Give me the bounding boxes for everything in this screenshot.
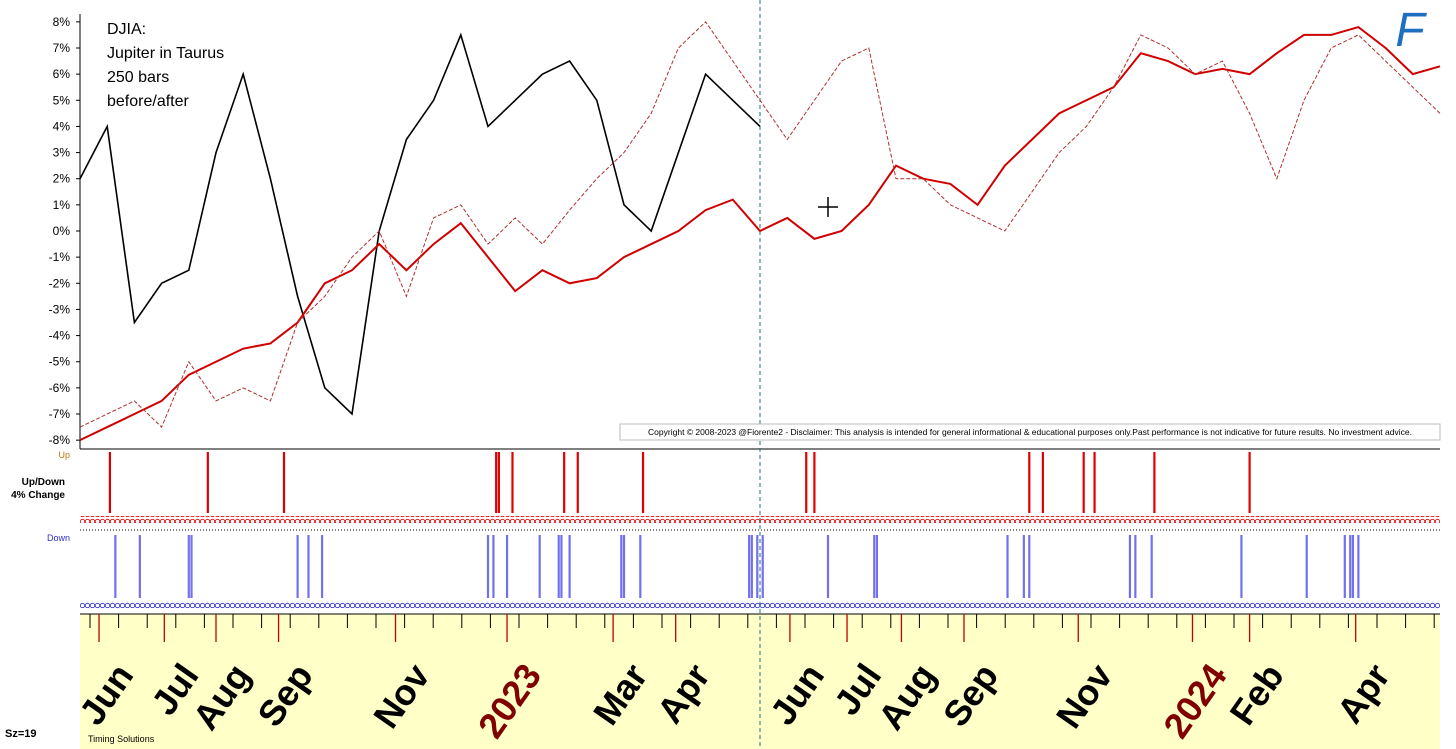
- copyright-box: [619, 423, 1441, 441]
- footer-brand: Timing Solutions: [88, 734, 155, 744]
- y-tick-label: 5%: [53, 93, 71, 107]
- y-tick-label: 0%: [53, 224, 71, 238]
- panel-label: Up/Down: [22, 477, 65, 488]
- y-tick-label: -5%: [49, 355, 71, 369]
- up-label: Up: [58, 450, 70, 460]
- series-line: [79, 21, 1441, 428]
- annotation-line: Jupiter in Taurus: [107, 45, 224, 62]
- footer-left: Sz=19: [5, 728, 37, 740]
- down-label: Down: [47, 533, 70, 543]
- y-tick-label: -4%: [49, 329, 71, 343]
- copyright: Copyright © 2008-2023 @Fiorente2 - Discl…: [648, 427, 1412, 437]
- y-tick-label: -1%: [49, 250, 71, 264]
- series-line: [79, 32, 761, 416]
- annotation-line: DJIA:: [107, 21, 146, 38]
- panel-label: 4% Change: [11, 490, 65, 501]
- y-tick-label: 2%: [53, 172, 71, 186]
- y-tick-label: 7%: [53, 41, 71, 55]
- y-tick-label: 6%: [53, 67, 71, 81]
- annotation-line: before/after: [107, 93, 190, 110]
- annotation: DJIA: Jupiter in Taurus 250 bars before/aft…: [107, 21, 224, 110]
- logo: F: [1395, 4, 1427, 57]
- y-tick-label: -2%: [49, 276, 71, 290]
- y-tick-label: -8%: [49, 433, 71, 447]
- y-tick-label: 1%: [53, 198, 71, 212]
- y-tick-label: -7%: [49, 407, 71, 421]
- y-tick-label: -3%: [49, 302, 71, 316]
- annotation-line: 250 bars: [107, 69, 169, 86]
- cursor-cross: [818, 197, 838, 217]
- y-tick-label: 8%: [53, 15, 71, 29]
- y-tick-label: -6%: [49, 381, 71, 395]
- y-tick-label: 4%: [53, 119, 71, 133]
- y-tick-label: 3%: [53, 146, 71, 160]
- series-line: [79, 25, 1441, 442]
